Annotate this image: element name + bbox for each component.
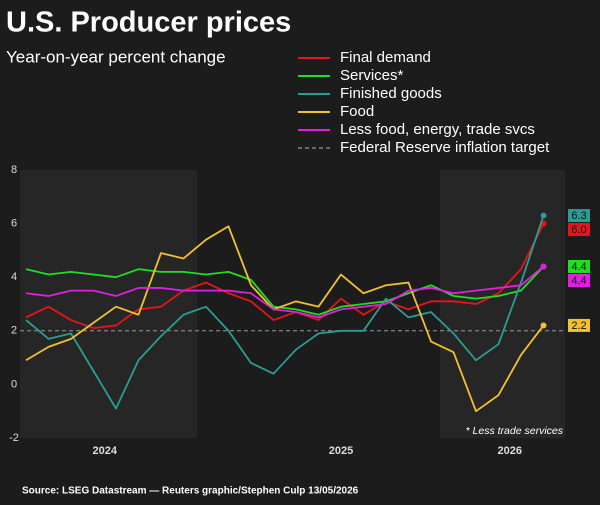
- end-label: 6.3: [571, 210, 586, 222]
- y-tick-label: 0: [11, 378, 17, 390]
- x-tick-label: 2026: [498, 445, 522, 457]
- end-label-box: [568, 273, 590, 287]
- end-label: 4.4: [571, 275, 586, 287]
- end-label: 6.0: [571, 224, 586, 236]
- chart-subtitle: Year-on-year percent change: [6, 47, 226, 66]
- legend-label: Final demand: [340, 49, 431, 66]
- series-line: [25, 265, 545, 319]
- end-label: 2.2: [571, 320, 586, 332]
- end-dot: [540, 322, 547, 329]
- annotation: * Less trade services: [466, 425, 564, 437]
- legend-label: Food: [340, 103, 374, 120]
- end-label-box: [568, 209, 590, 223]
- legend-label: Finished goods: [340, 85, 442, 102]
- series-line: [25, 223, 545, 330]
- year-band: [440, 170, 565, 438]
- series-line: [25, 215, 545, 410]
- end-dot: [540, 263, 547, 270]
- y-tick-label: 2: [11, 325, 17, 337]
- year-band: [20, 170, 197, 438]
- x-tick-label: 2024: [93, 445, 118, 457]
- series-line: [25, 265, 545, 316]
- legend-label: Services*: [340, 67, 404, 84]
- end-label-box: [568, 223, 590, 237]
- chart-title: U.S. Producer prices: [6, 7, 291, 39]
- end-label-box: [568, 259, 590, 273]
- y-tick-label: -2: [9, 432, 19, 444]
- end-label-box: [568, 318, 590, 332]
- y-tick-label: 6: [11, 218, 17, 230]
- y-tick-label: 8: [11, 164, 17, 176]
- legend-label: Less food, energy, trade svcs: [340, 121, 535, 138]
- source: Source: LSEG Datastream — Reuters graphi…: [22, 486, 359, 497]
- x-tick-label: 2025: [329, 445, 353, 457]
- legend-label: Federal Reserve inflation target: [340, 139, 550, 156]
- series-line: [25, 225, 545, 413]
- y-tick-label: 4: [11, 271, 17, 283]
- end-dot: [540, 212, 547, 219]
- end-label: 4.4: [571, 261, 586, 273]
